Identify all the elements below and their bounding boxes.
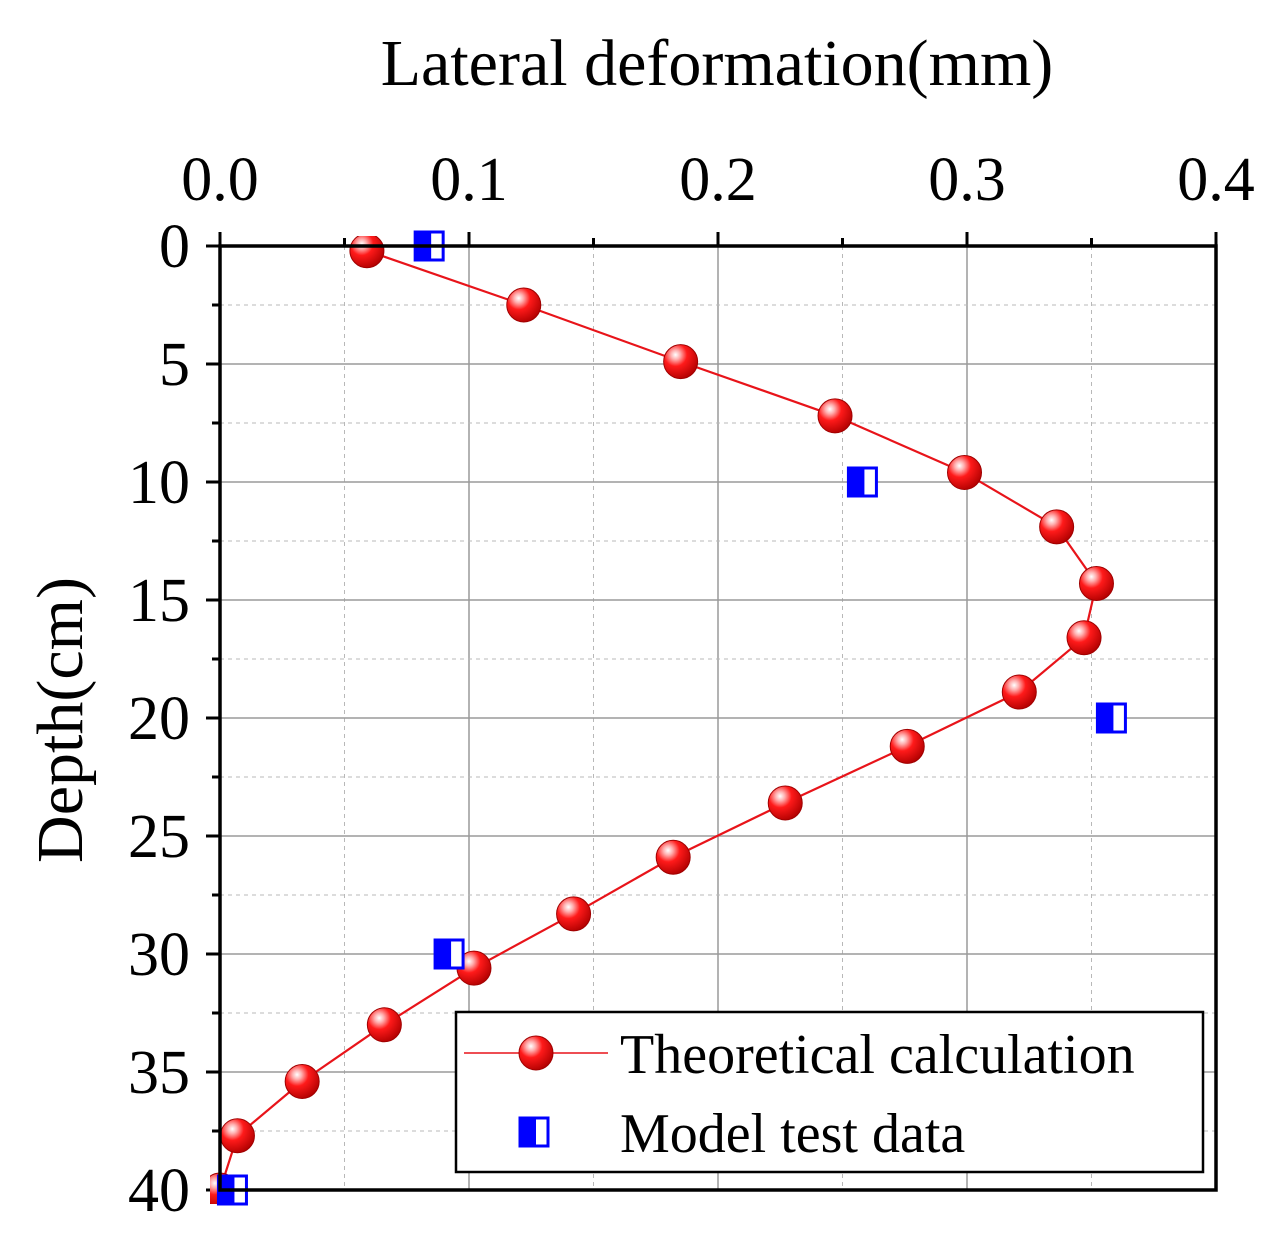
y-tick-label: 35 xyxy=(128,1039,190,1107)
x-tick-label: 0.4 xyxy=(1177,146,1255,214)
point-theoretical xyxy=(366,1007,402,1043)
y-tick-label: 5 xyxy=(159,331,190,399)
point-theoretical xyxy=(767,785,803,821)
data-series xyxy=(210,236,1114,1204)
point-model-test xyxy=(1095,702,1127,734)
plot-frame xyxy=(218,244,1218,1192)
point-theoretical xyxy=(947,455,983,491)
axis-tick-labels: 0.0 0.1 0.2 0.3 0.4 0 5 10 15 20 25 30 35 40 xyxy=(128,146,1255,1225)
y-tick-label: 15 xyxy=(128,567,190,635)
point-theoretical xyxy=(1001,674,1037,710)
legend-marker-theoretical xyxy=(518,1035,554,1071)
x-tick-label: 0.2 xyxy=(679,146,757,214)
y-tick-label: 40 xyxy=(128,1157,190,1225)
point-theoretical xyxy=(817,398,853,434)
point-theoretical xyxy=(1066,620,1102,656)
x-tick-label: 0.3 xyxy=(928,146,1006,214)
point-theoretical xyxy=(556,896,592,932)
point-theoretical xyxy=(655,839,691,875)
legend-label-model: Model test data xyxy=(620,1103,965,1165)
legend-box xyxy=(454,1010,1205,1174)
point-theoretical xyxy=(1039,509,1075,545)
y-tick-label: 20 xyxy=(128,685,190,753)
point-model-test xyxy=(433,938,465,970)
point-theoretical xyxy=(219,1118,255,1154)
point-model-test xyxy=(846,466,878,498)
y-tick-label: 10 xyxy=(128,449,190,517)
point-theoretical xyxy=(1078,565,1114,601)
x-axis-title: Lateral deformation(mm) xyxy=(381,27,1054,100)
y-tick-label: 30 xyxy=(128,921,190,989)
legend-label-theoretical: Theoretical calculation xyxy=(620,1024,1135,1086)
legend: Theoretical calculation Model test data xyxy=(454,1010,1205,1174)
point-theoretical xyxy=(663,344,699,380)
point-theoretical xyxy=(284,1063,320,1099)
y-tick-label: 0 xyxy=(159,213,190,281)
point-theoretical xyxy=(889,728,925,764)
x-tick-label: 0.0 xyxy=(181,146,259,214)
legend-marker-model xyxy=(518,1116,550,1148)
x-tick-label: 0.1 xyxy=(430,146,508,214)
y-axis-title: Depth(cm) xyxy=(24,577,97,863)
point-theoretical xyxy=(506,287,542,323)
point-theoretical xyxy=(349,236,385,269)
y-tick-label: 25 xyxy=(128,803,190,871)
